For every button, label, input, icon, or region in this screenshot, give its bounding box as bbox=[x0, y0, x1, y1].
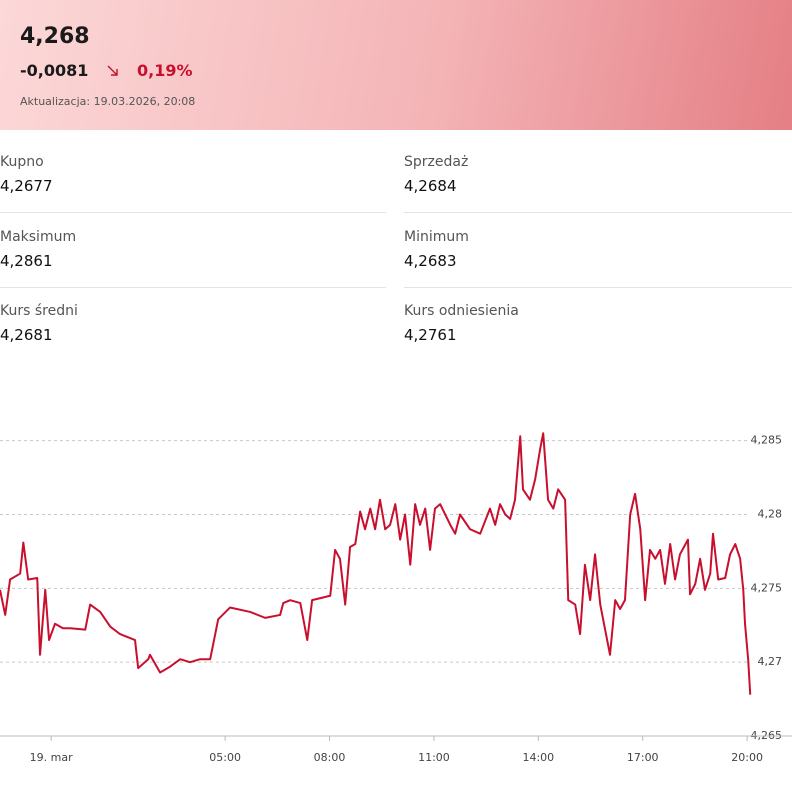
x-tick-label: 14:00 bbox=[522, 751, 554, 764]
stat: Minimum 4,2683 bbox=[404, 225, 790, 299]
stat-label: Kupno bbox=[0, 154, 44, 170]
price: 4,268 bbox=[20, 24, 90, 49]
stat-value: 4,2861 bbox=[0, 252, 53, 270]
down-arrow-icon bbox=[107, 65, 118, 76]
separator bbox=[404, 287, 792, 288]
stat-value: 4,2681 bbox=[0, 326, 53, 344]
y-tick-label: 4,28 bbox=[758, 508, 783, 521]
stat: Kurs odniesienia 4,2761 bbox=[404, 299, 790, 373]
stat-value: 4,2677 bbox=[0, 177, 53, 195]
stat-value: 4,2684 bbox=[404, 177, 457, 195]
y-tick-label: 4,285 bbox=[751, 434, 783, 447]
stat: Maksimum 4,2861 bbox=[0, 225, 386, 299]
stat-label: Kurs średni bbox=[0, 303, 78, 319]
stat-label: Sprzedaż bbox=[404, 154, 469, 170]
separator bbox=[0, 287, 386, 288]
x-tick-label: 08:00 bbox=[314, 751, 346, 764]
separator bbox=[0, 212, 386, 213]
x-tick-label: 17:00 bbox=[627, 751, 659, 764]
x-tick-label: 11:00 bbox=[418, 751, 450, 764]
separator bbox=[404, 212, 792, 213]
change-percent: 0,19% bbox=[137, 61, 193, 80]
stat: Kupno 4,2677 bbox=[0, 150, 386, 224]
y-tick-label: 4,27 bbox=[758, 655, 783, 668]
stat-value: 4,2683 bbox=[404, 252, 457, 270]
stat-label: Minimum bbox=[404, 229, 469, 245]
x-tick-label: 19. mar bbox=[30, 751, 73, 764]
y-tick-label: 4,275 bbox=[751, 581, 783, 594]
stat-value: 4,2761 bbox=[404, 326, 457, 344]
stat-label: Maksimum bbox=[0, 229, 77, 245]
change: -0,0081 bbox=[20, 61, 89, 80]
update-time: Aktualizacja: 19.03.2026, 20:08 bbox=[20, 95, 196, 108]
stat: Sprzedaż 4,2684 bbox=[404, 150, 790, 224]
price-line bbox=[0, 432, 752, 695]
x-tick-label: 05:00 bbox=[209, 751, 241, 764]
x-tick-label: 20:00 bbox=[731, 751, 763, 764]
stat: Kurs średni 4,2681 bbox=[0, 299, 386, 373]
stat-label: Kurs odniesienia bbox=[404, 303, 519, 319]
quote-header: 4,268 -0,0081 0,19% Aktualizacja: 19.03.… bbox=[0, 0, 792, 130]
